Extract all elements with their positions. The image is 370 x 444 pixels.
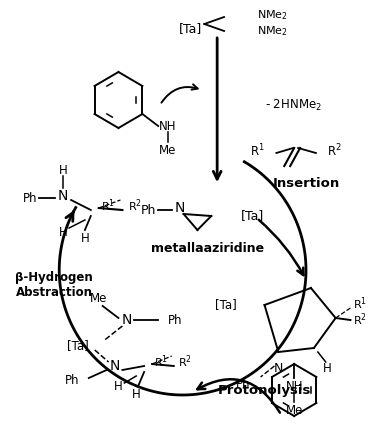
Text: Ph: Ph xyxy=(141,203,156,217)
Text: NH: NH xyxy=(285,380,303,392)
Text: R$^2$: R$^2$ xyxy=(353,312,367,328)
Text: Ph: Ph xyxy=(23,191,37,205)
Text: N: N xyxy=(274,362,283,375)
Text: Me: Me xyxy=(159,143,177,156)
Text: - 2HNMe$_2$: - 2HNMe$_2$ xyxy=(265,97,322,112)
Text: Protonolysis: Protonolysis xyxy=(218,384,311,396)
Text: NH: NH xyxy=(159,119,177,132)
Text: Ph: Ph xyxy=(236,377,251,391)
Text: H: H xyxy=(81,231,89,245)
Text: NMe$_2$: NMe$_2$ xyxy=(257,24,287,38)
Text: R$^1$: R$^1$ xyxy=(154,354,168,370)
Text: H: H xyxy=(323,361,332,374)
Text: R$^2$: R$^2$ xyxy=(327,143,342,159)
Text: H: H xyxy=(114,380,123,392)
Text: R$^1$: R$^1$ xyxy=(101,198,115,214)
Text: R$^1$: R$^1$ xyxy=(353,296,367,312)
Text: NMe$_2$: NMe$_2$ xyxy=(257,8,287,22)
Text: Ph: Ph xyxy=(64,373,79,386)
Text: H: H xyxy=(132,388,141,400)
Text: [Ta]: [Ta] xyxy=(215,298,237,312)
Text: [Ta]: [Ta] xyxy=(67,340,89,353)
Text: R$^1$: R$^1$ xyxy=(250,143,265,159)
Text: N: N xyxy=(121,313,132,327)
Text: metallaaziridine: metallaaziridine xyxy=(151,242,264,254)
Text: R$^2$: R$^2$ xyxy=(128,198,142,214)
Text: Ph: Ph xyxy=(168,313,182,326)
Text: R$^2$: R$^2$ xyxy=(178,354,192,370)
Text: Me: Me xyxy=(90,292,107,305)
Text: [Ta]: [Ta] xyxy=(241,210,264,222)
Text: [Ta]: [Ta] xyxy=(179,22,202,35)
Text: N: N xyxy=(58,189,68,203)
Text: β-Hydrogen
Abstraction: β-Hydrogen Abstraction xyxy=(16,271,93,299)
Text: Me: Me xyxy=(286,404,303,416)
Text: N: N xyxy=(109,359,120,373)
Text: N: N xyxy=(175,201,185,215)
Text: H: H xyxy=(59,163,68,177)
Text: H: H xyxy=(59,226,68,238)
Text: Insertion: Insertion xyxy=(272,177,340,190)
